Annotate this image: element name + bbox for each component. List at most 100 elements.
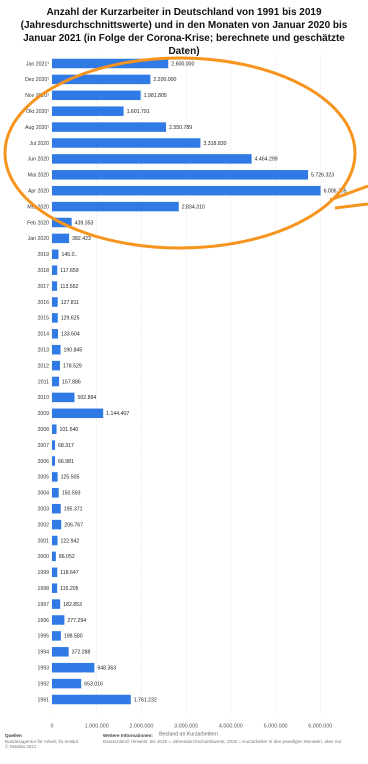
category-label: Mai 2020 <box>28 173 49 179</box>
bar <box>52 392 75 403</box>
bar <box>52 201 179 212</box>
category-label: 2011 <box>38 379 49 385</box>
bar <box>52 440 56 450</box>
bar <box>52 154 252 164</box>
sources-line: © Statista 2021 <box>5 744 37 750</box>
value-label: 439.353 <box>75 220 94 226</box>
highlight-pointer <box>329 184 368 202</box>
value-label: 2.200.000 <box>153 77 176 83</box>
bar <box>52 456 55 466</box>
category-label: 2006 <box>37 459 49 465</box>
category-label: Aug 2020¹ <box>25 125 49 131</box>
value-label: 1.601.791 <box>127 109 150 115</box>
value-label: 113.552 <box>60 284 78 290</box>
highlight-ellipse <box>3 56 357 250</box>
bar <box>52 122 167 132</box>
sources-heading: Quellen <box>5 733 22 738</box>
category-label: 1999 <box>37 570 49 576</box>
category-label: Okt 2020¹ <box>26 109 49 115</box>
bar <box>52 408 104 419</box>
bar <box>52 503 61 514</box>
value-label: 129.625 <box>61 316 80 322</box>
bar <box>52 647 69 657</box>
value-label: 5.726.323 <box>311 173 334 179</box>
category-label: Jun 2020 <box>28 157 49 163</box>
category-label: 2014 <box>37 332 49 338</box>
category-label: 1996 <box>37 618 49 624</box>
value-label: 195.371 <box>64 507 83 513</box>
value-label: 127.811 <box>61 300 79 306</box>
category-label: Dez 2020¹ <box>25 77 49 83</box>
bar <box>52 344 61 355</box>
bar <box>52 138 201 148</box>
bar <box>52 599 61 609</box>
category-label: Apr 2020 <box>28 189 49 195</box>
value-label: 86.052 <box>59 554 75 560</box>
x-tick-label: 4.000.000 <box>219 723 243 729</box>
highlight-pointer <box>334 202 368 210</box>
category-label: 2019 <box>37 252 49 258</box>
bar <box>52 662 95 673</box>
bar <box>52 551 56 562</box>
info-heading: Weitere Informationen: <box>103 733 153 738</box>
bar <box>52 170 309 180</box>
category-label: 2016 <box>37 300 49 306</box>
bar <box>52 74 151 85</box>
value-label: 653.016 <box>84 681 103 687</box>
value-label: 133.604 <box>61 332 80 338</box>
category-label: 2015 <box>37 316 49 322</box>
value-label: 157.886 <box>62 379 81 385</box>
category-label: 1992 <box>37 681 49 687</box>
category-label: 1991 <box>37 697 49 703</box>
value-label: 178.529 <box>63 363 82 369</box>
bar <box>52 694 131 705</box>
bar <box>52 488 59 498</box>
bar <box>52 535 58 546</box>
value-label: 150.593 <box>62 491 81 497</box>
category-label: 2005 <box>37 475 49 481</box>
category-label: 1998 <box>37 586 49 592</box>
sources-line: Bundesagentur für Arbeit; ifo Institut <box>5 738 79 744</box>
value-label: 101.540 <box>60 427 79 433</box>
category-label: 2013 <box>37 348 49 354</box>
category-label: 2004 <box>37 491 49 497</box>
category-label: Jan 2021¹ <box>26 61 49 67</box>
category-label: Feb 2020 <box>27 220 49 226</box>
bar <box>52 567 58 578</box>
category-label: 2003 <box>37 507 49 513</box>
bar <box>52 58 169 69</box>
x-tick-label: 0 <box>51 723 54 729</box>
value-label: 118.647 <box>60 570 78 576</box>
bar <box>52 376 60 387</box>
info-block: Weitere Informationen: Deutschland; Hinw… <box>103 733 365 744</box>
value-label: 277.294 <box>67 618 86 624</box>
value-label: 145.0.. <box>61 252 77 258</box>
bar <box>52 631 61 641</box>
x-tick-label: 2.000.000 <box>129 723 153 729</box>
chart-title: Anzahl der Kurzarbeiter in Deutschland v… <box>20 7 348 57</box>
bar <box>52 678 82 689</box>
category-label: 2001 <box>37 538 49 544</box>
category-label: 2007 <box>37 443 49 449</box>
category-label: 2000 <box>37 554 49 560</box>
bar <box>52 424 57 434</box>
value-label: 68.317 <box>58 443 74 449</box>
x-tick-label: 5.000.000 <box>264 723 288 729</box>
value-label: 382.423 <box>72 236 91 242</box>
value-label: 6.006.765 <box>324 189 347 195</box>
category-label: 1997 <box>37 602 49 608</box>
bar <box>52 583 58 593</box>
x-tick-label: 3.000.000 <box>174 723 198 729</box>
info-text: Deutschland; Hinweis: bis 2019 = Jahresd… <box>103 738 342 744</box>
bar <box>52 519 62 530</box>
value-label: 206.767 <box>64 522 83 528</box>
value-label: 1.981.805 <box>144 93 167 99</box>
bar <box>52 185 321 196</box>
value-label: 372.288 <box>72 650 91 656</box>
bar <box>52 360 60 371</box>
bar <box>52 472 58 482</box>
value-label: 117.659 <box>60 268 78 274</box>
value-label: 4.464.299 <box>255 157 278 163</box>
